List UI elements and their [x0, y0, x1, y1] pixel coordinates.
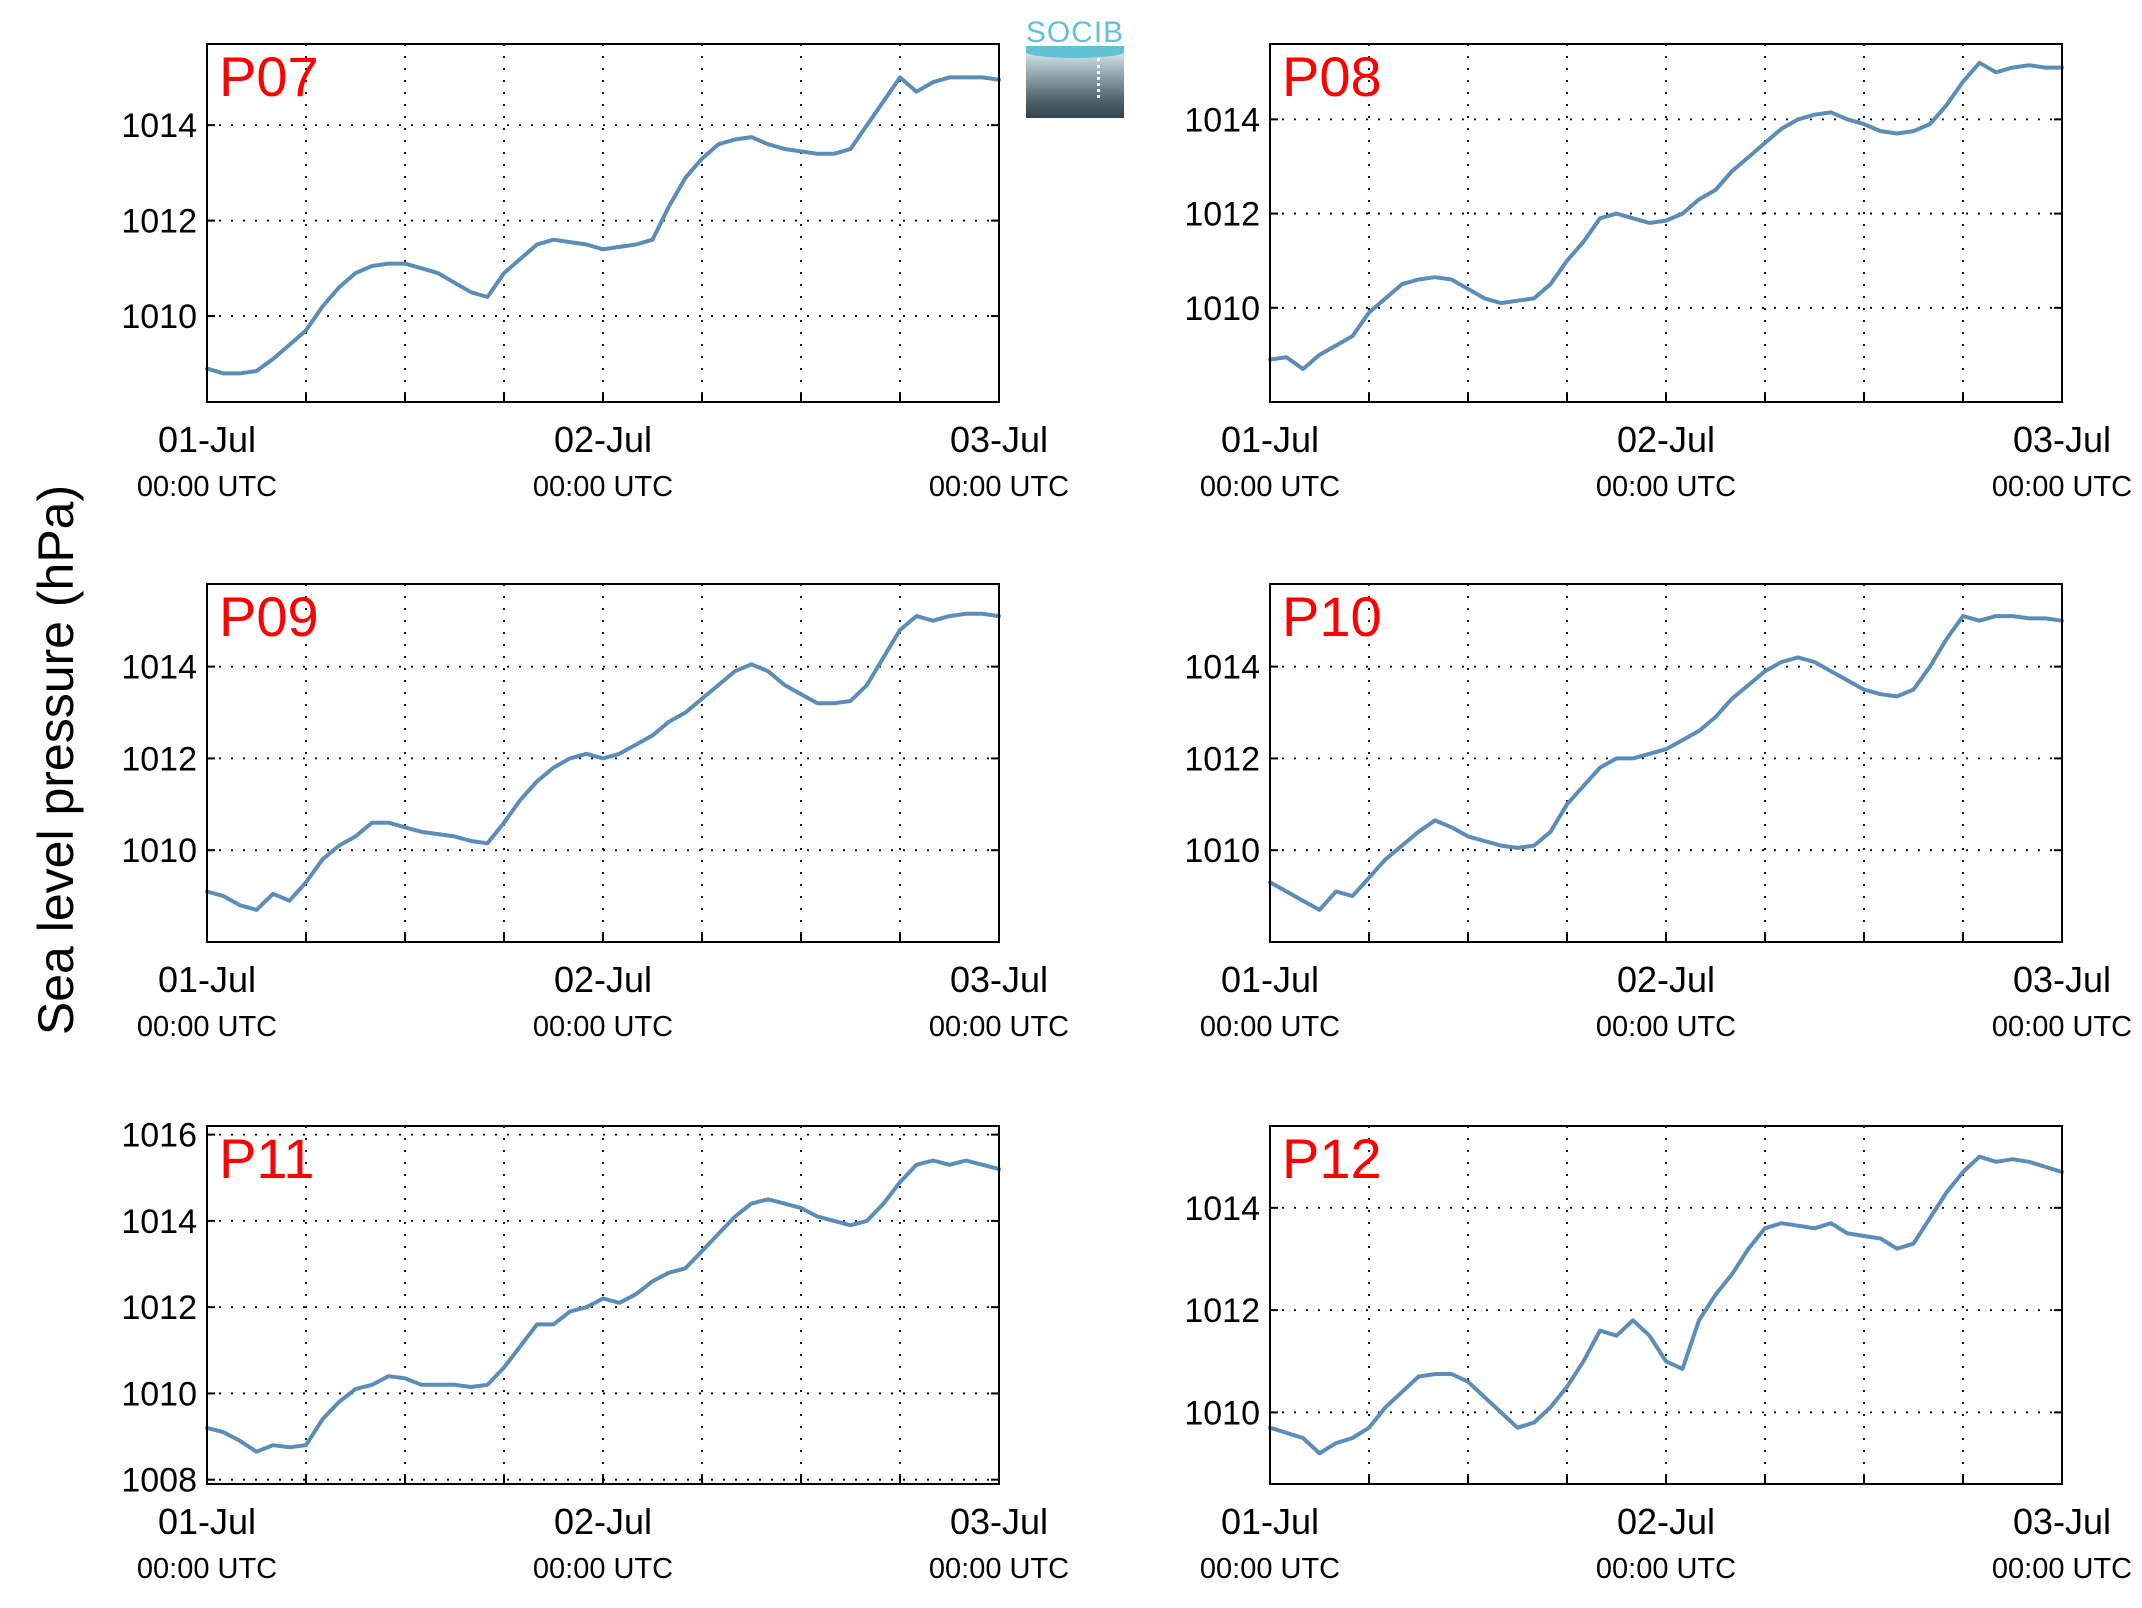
logo-block	[1026, 52, 1124, 118]
y-tick-label: 1014	[121, 649, 197, 687]
y-tick-label: 1014	[121, 107, 197, 145]
panel-label: P08	[1282, 45, 1382, 108]
x-tick-label-time: 00:00 UTC	[137, 471, 277, 503]
plot-frame	[1269, 583, 2063, 943]
x-tick-label-date: 03-Jul	[950, 419, 1048, 460]
y-axis-label: Sea level pressure (hPa)	[28, 485, 84, 1035]
socib-logo: SOCIB	[1024, 16, 1126, 120]
y-tick-label: 1012	[121, 1289, 197, 1327]
x-tick-label-time: 00:00 UTC	[1596, 471, 1736, 503]
x-tick-label-date: 01-Jul	[1221, 1501, 1319, 1542]
plot-frame	[1269, 1125, 2063, 1485]
series-line	[205, 611, 1001, 912]
panel-p12: 1010 1012 1014 01-Jul 00:00 UTC 02-Jul 00:00 U…	[1184, 1125, 2132, 1585]
y-tick-label: 1010	[1184, 1394, 1260, 1432]
x-tick-label-date: 01-Jul	[1221, 959, 1319, 1000]
x-tick-label-time: 00:00 UTC	[929, 1011, 1069, 1043]
panel-p10: 1010 1012 1014 01-Jul 00:00 UTC 02-Jul 00:00 U…	[1184, 583, 2132, 1043]
logo-wave	[1026, 46, 1124, 58]
y-tick-label: 1010	[121, 298, 197, 336]
series-line	[1268, 60, 2064, 371]
series-line	[1268, 1154, 2064, 1456]
panel-p08: 1010 1012 1014 01-Jul 00:00 UTC 02-Jul 00:00 U…	[1184, 43, 2132, 503]
plot-frame	[206, 583, 1000, 943]
panel-label: P07	[219, 45, 319, 108]
y-tick-label: 1014	[1184, 649, 1260, 687]
x-tick-label-date: 02-Jul	[1617, 419, 1715, 460]
y-tick-label: 1016	[121, 1117, 197, 1155]
x-tick-label-time: 00:00 UTC	[1596, 1553, 1736, 1585]
x-tick-label-time: 00:00 UTC	[1992, 471, 2132, 503]
x-tick-label-time: 00:00 UTC	[533, 471, 673, 503]
logo-drip	[1097, 58, 1100, 98]
y-tick-label: 1014	[1184, 101, 1260, 139]
x-tick-label-time: 00:00 UTC	[1200, 471, 1340, 503]
x-tick-label-date: 02-Jul	[554, 419, 652, 460]
x-tick-label-time: 00:00 UTC	[1200, 1011, 1340, 1043]
y-tick-label: 1010	[121, 1375, 197, 1413]
y-tick-label: 1010	[1184, 290, 1260, 328]
x-tick-label-time: 00:00 UTC	[137, 1553, 277, 1585]
x-tick-label-date: 01-Jul	[1221, 419, 1319, 460]
panel-label: P09	[219, 585, 319, 648]
logo-text: SOCIB	[1025, 16, 1125, 49]
x-tick-label-date: 01-Jul	[158, 959, 256, 1000]
x-tick-label-date: 03-Jul	[2013, 959, 2111, 1000]
y-tick-label: 1014	[121, 1203, 197, 1241]
x-tick-label-date: 03-Jul	[950, 1501, 1048, 1542]
panel-label: P10	[1282, 585, 1382, 648]
plot-frame	[206, 1125, 1000, 1485]
y-tick-label: 1012	[121, 203, 197, 241]
x-tick-label-time: 00:00 UTC	[1992, 1553, 2132, 1585]
series-line	[1268, 614, 2064, 912]
x-tick-label-time: 00:00 UTC	[1200, 1553, 1340, 1585]
panel-p07: 1010 1012 1014 01-Jul 00:00 UTC 02-Jul 00:00 U…	[121, 43, 1069, 503]
x-tick-label-time: 00:00 UTC	[137, 1011, 277, 1043]
series-line	[205, 1158, 1001, 1454]
panel-label: P12	[1282, 1127, 1382, 1190]
panel-label: P11	[219, 1127, 314, 1190]
panel-p11: 1008 1010 1012 1014 1016 01-Jul 00:00 UTC 02-Ju…	[121, 1117, 1069, 1585]
x-tick-label-date: 02-Jul	[1617, 959, 1715, 1000]
y-tick-label: 1012	[1184, 740, 1260, 778]
series-line	[205, 75, 1001, 376]
y-tick-label: 1010	[1184, 832, 1260, 870]
x-tick-label-date: 03-Jul	[950, 959, 1048, 1000]
x-tick-label-date: 02-Jul	[554, 959, 652, 1000]
x-tick-label-date: 01-Jul	[158, 1501, 256, 1542]
y-tick-label: 1008	[121, 1462, 197, 1500]
plot-frame	[206, 43, 1000, 403]
x-tick-label-time: 00:00 UTC	[1992, 1011, 2132, 1043]
panel-p09: 1010 1012 1014 01-Jul 00:00 UTC 02-Jul 00:00 U…	[121, 583, 1069, 1043]
x-tick-label-time: 00:00 UTC	[533, 1553, 673, 1585]
x-tick-label-time: 00:00 UTC	[1596, 1011, 1736, 1043]
x-tick-label-time: 00:00 UTC	[929, 1553, 1069, 1585]
y-tick-label: 1010	[121, 832, 197, 870]
y-tick-label: 1014	[1184, 1190, 1260, 1228]
x-tick-label-date: 02-Jul	[554, 1501, 652, 1542]
plot-frame	[1269, 43, 2063, 403]
y-tick-label: 1012	[1184, 196, 1260, 234]
y-tick-label: 1012	[121, 740, 197, 778]
x-tick-label-time: 00:00 UTC	[929, 471, 1069, 503]
x-tick-label-date: 01-Jul	[158, 419, 256, 460]
x-tick-label-date: 03-Jul	[2013, 1501, 2111, 1542]
x-tick-label-time: 00:00 UTC	[533, 1011, 673, 1043]
x-tick-label-date: 02-Jul	[1617, 1501, 1715, 1542]
y-tick-label: 1012	[1184, 1292, 1260, 1330]
x-tick-label-date: 03-Jul	[2013, 419, 2111, 460]
